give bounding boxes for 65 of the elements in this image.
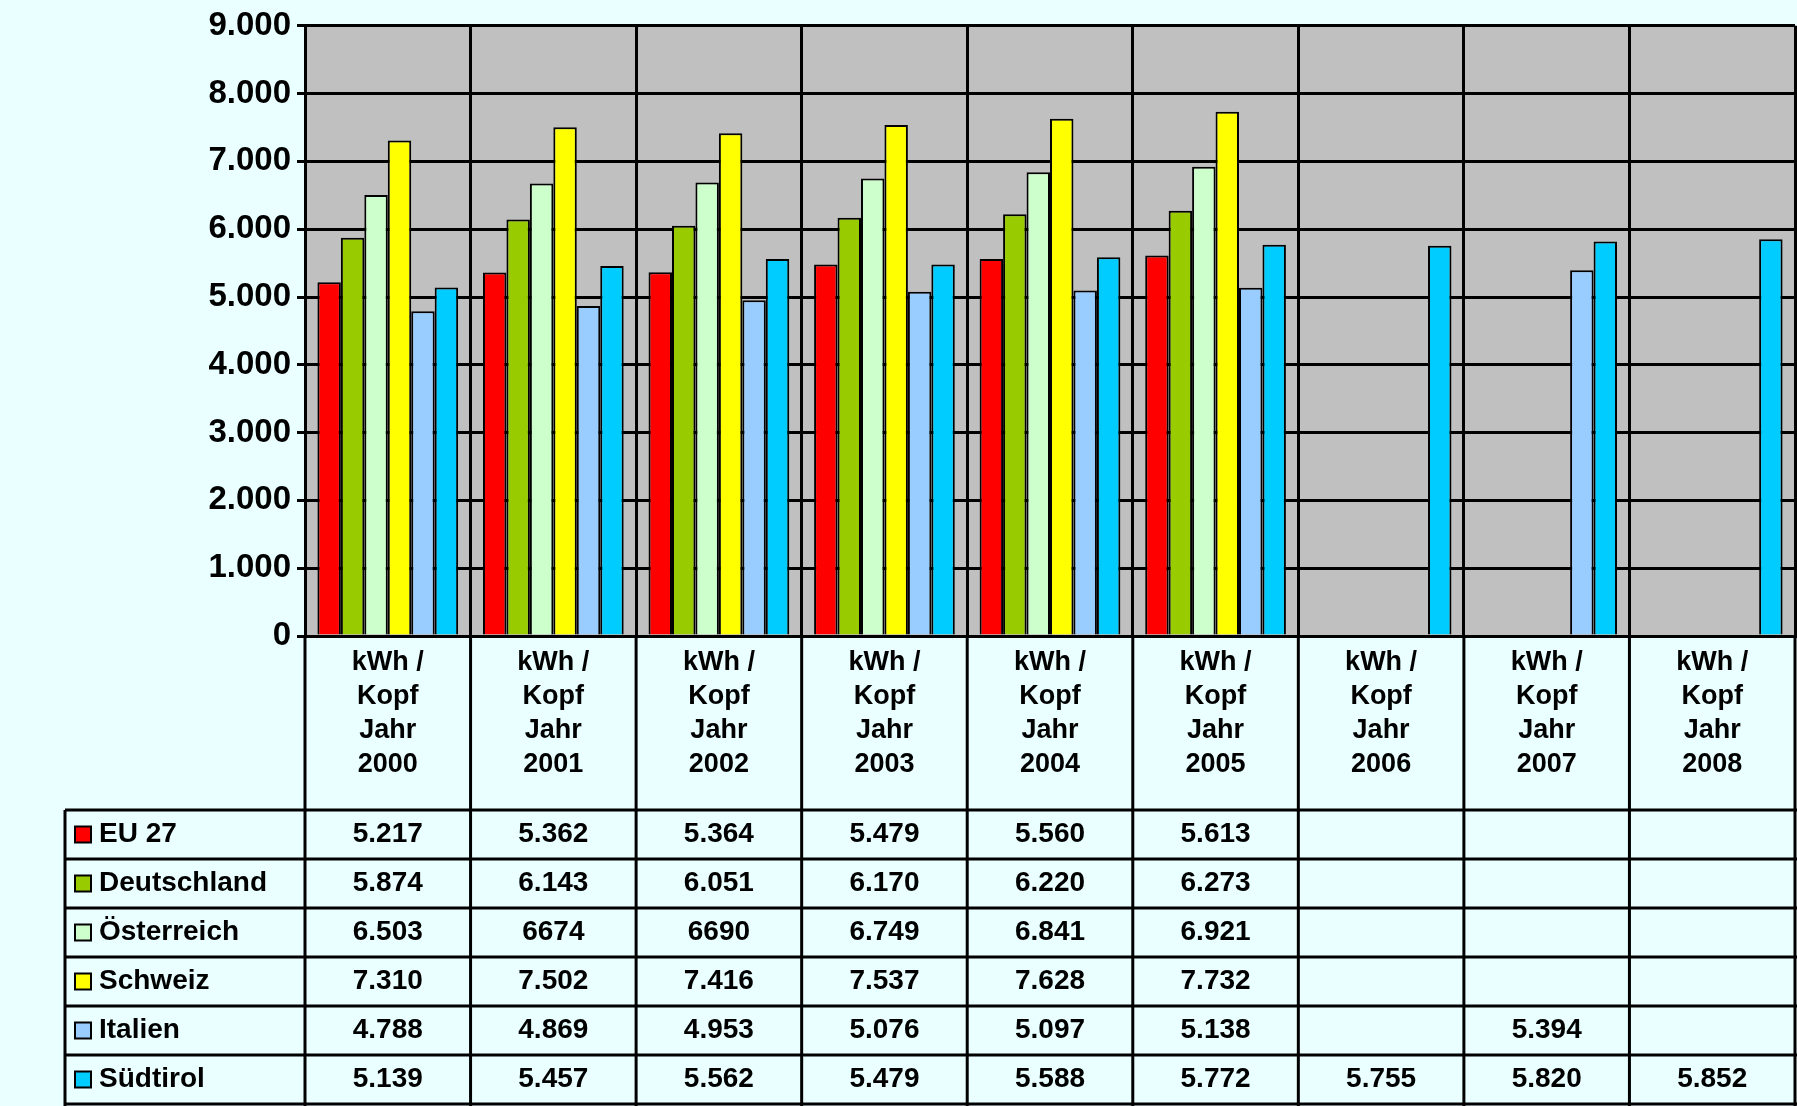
data-label: 5.479 [849, 817, 920, 849]
data-label: 7.416 [683, 964, 754, 996]
data-label: 5.217 [352, 817, 423, 849]
x-tick-label: kWh / Kopf Jahr 2005 [1179, 646, 1253, 778]
x-tick-label: kWh / Kopf Jahr 2001 [517, 646, 590, 778]
x-tick-label: kWh / Kopf Jahr 2000 [351, 646, 425, 778]
x-tick-label: kWh / Kopf Jahr 2004 [1014, 646, 1087, 778]
data-label: 5.457 [518, 1062, 589, 1094]
data-label: 6690 [687, 915, 751, 947]
data-label: 7.732 [1180, 964, 1251, 996]
data-label: 5.394 [1511, 1013, 1583, 1045]
data-label: 7.628 [1014, 964, 1086, 996]
legend-label: Schweiz [99, 964, 210, 996]
data-label: 5.755 [1346, 1062, 1417, 1094]
data-label: 4.788 [352, 1013, 423, 1045]
data-label: 5.820 [1511, 1062, 1582, 1094]
y-tick-label: 1.000 [208, 547, 291, 585]
legend-label: Italien [99, 1013, 180, 1045]
data-label: 6.921 [1180, 915, 1251, 947]
x-tick-label: kWh / Kopf Jahr 2002 [682, 646, 756, 778]
data-label: 5.364 [683, 817, 755, 849]
data-label: 6.220 [1014, 866, 1086, 898]
y-tick-label: 2.000 [208, 479, 291, 517]
data-label: 5.097 [1014, 1013, 1086, 1045]
data-label: 5.139 [352, 1062, 423, 1094]
legend-label: Südtirol [99, 1062, 205, 1094]
data-label: 5.560 [1014, 817, 1086, 849]
data-label: 6.170 [849, 866, 920, 898]
data-label: 6.273 [1180, 866, 1251, 898]
data-label: 7.310 [352, 964, 423, 996]
y-tick-label: 5.000 [208, 276, 291, 314]
data-label: 4.869 [518, 1013, 589, 1045]
y-tick-label: 3.000 [208, 411, 291, 449]
y-tick-label: 9.000 [208, 4, 291, 42]
legend-label: Österreich [99, 915, 240, 947]
data-label: 4.953 [683, 1013, 754, 1045]
data-label: 7.502 [518, 964, 589, 996]
legend-label: Deutschland [99, 866, 268, 898]
data-label: 5.588 [1014, 1062, 1086, 1094]
x-tick-label: kWh / Kopf Jahr 2007 [1510, 646, 1584, 778]
y-tick-label: 0 [272, 615, 291, 653]
y-tick-label: 8.000 [208, 72, 291, 110]
data-label: 6.503 [352, 915, 423, 947]
data-label: 5.138 [1180, 1013, 1251, 1045]
y-tick-label: 6.000 [208, 208, 291, 246]
data-label: 6674 [522, 915, 585, 947]
data-label: 6.051 [683, 866, 754, 898]
data-label: 5.772 [1180, 1062, 1251, 1094]
data-label: 6.749 [849, 915, 920, 947]
data-label: 6.841 [1014, 915, 1086, 947]
data-label: 5.479 [849, 1062, 920, 1094]
data-label: 7.537 [849, 964, 920, 996]
data-label: 5.613 [1180, 817, 1251, 849]
data-label: 6.143 [518, 866, 589, 898]
legend-label: EU 27 [99, 817, 177, 849]
data-label: 5.076 [849, 1013, 920, 1045]
y-tick-label: 4.000 [208, 343, 291, 381]
x-tick-label: kWh / Kopf Jahr 2008 [1676, 646, 1749, 778]
data-label: 5.562 [683, 1062, 754, 1094]
y-tick-label: 7.000 [208, 140, 291, 178]
data-label: 5.362 [518, 817, 589, 849]
data-label: 5.874 [352, 866, 424, 898]
x-tick-label: kWh / Kopf Jahr 2006 [1345, 646, 1418, 778]
x-tick-label: kWh / Kopf Jahr 2003 [848, 646, 921, 778]
data-label: 5.852 [1677, 1062, 1748, 1094]
